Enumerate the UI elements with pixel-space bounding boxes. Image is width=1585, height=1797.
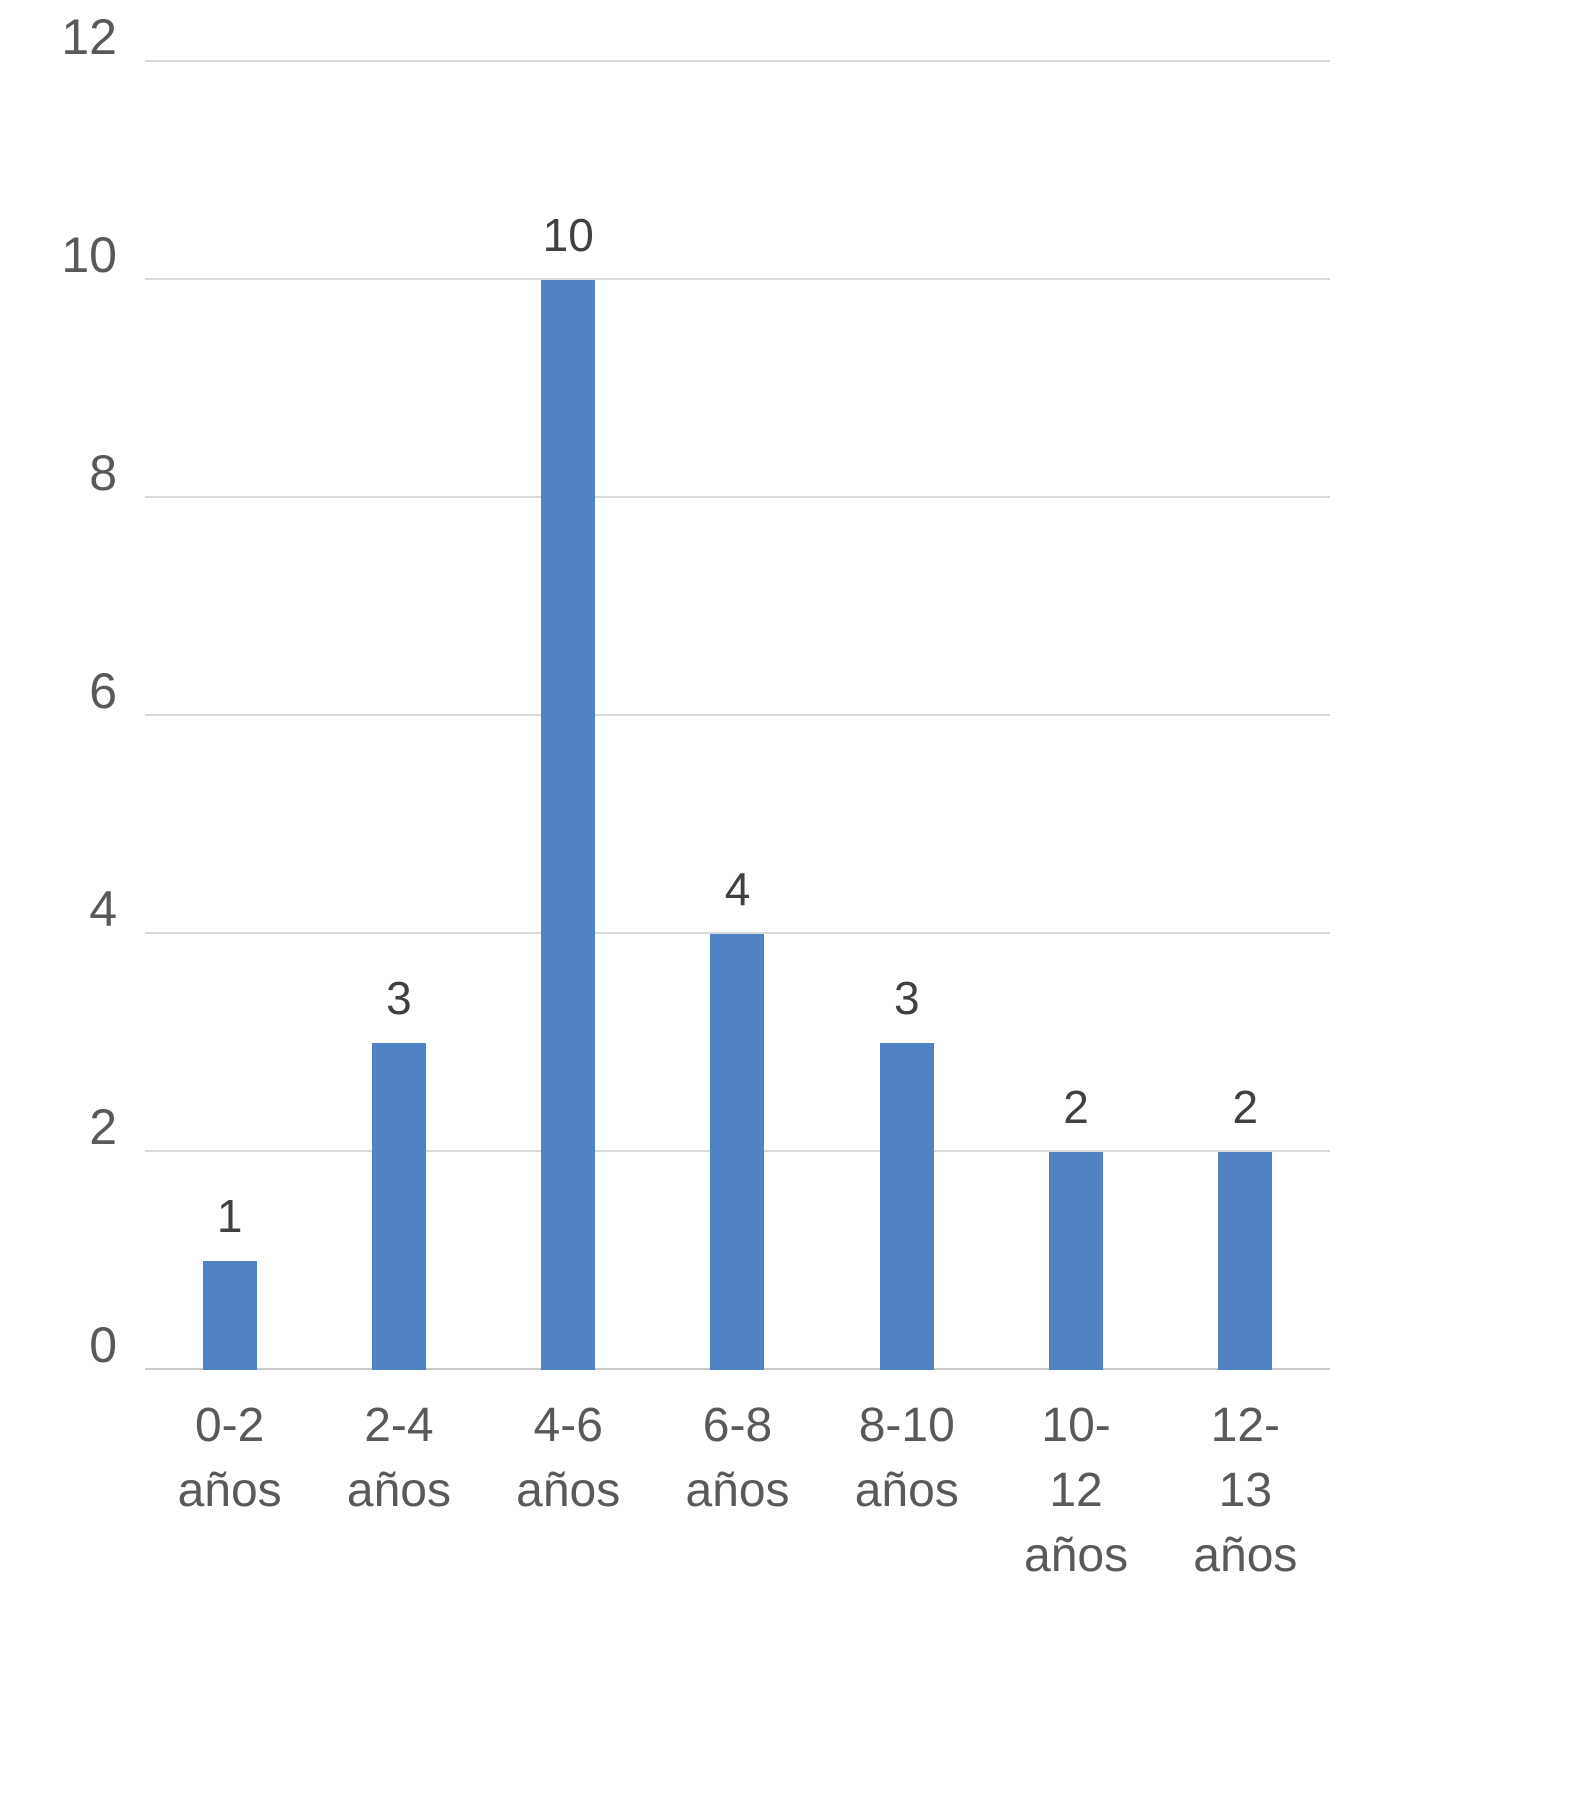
gridline-y-6 [145,714,1330,716]
bar-group: 3 2-4 años [314,62,483,1517]
y-axis-tick-label: 10 [61,227,117,283]
y-axis-tick-label: 12 [61,9,117,65]
x-axis-tick-label: 6-8 años [685,1399,790,1517]
bar [371,1043,426,1370]
y-axis-tick-label: 8 [89,445,117,502]
bar [1049,1152,1104,1370]
bar-group: 2 12-13 años [1161,62,1330,1582]
y-axis-tick-label: 2 [89,1099,117,1156]
plot-area: 0 2 4 6 8 10 12 1 0-2 años 3 2-4 años 10 4-6 años 4 6-… [61,12,1330,1582]
bar-value-label: 1 [216,1190,243,1242]
bar-group: 10 4-6 años [484,62,653,1517]
bar-value-label: 10 [542,209,594,261]
bar-group: 4 6-8 años [653,62,822,1517]
bar [879,1043,934,1370]
y-axis-tick-label: 0 [89,1317,117,1373]
bar-group: 3 8-10 años [822,62,991,1517]
y-axis-tick-label: 6 [89,663,117,719]
bar-value-label: 3 [386,972,412,1024]
x-axis-tick-label: 2-4 años [346,1399,451,1517]
x-axis-tick-label: 12-13 años [1193,1399,1298,1582]
x-axis-tick-label: 4-6 años [516,1399,621,1517]
bar-value-label: 3 [893,972,920,1024]
gridline-y-8 [145,496,1330,498]
x-axis-tick-label: 0-2 años [177,1399,282,1517]
gridline-y-12 [145,60,1330,62]
bar [710,934,765,1370]
bar [202,1261,257,1370]
x-axis-tick-label: 8-10 años [854,1399,959,1517]
bar [1218,1152,1273,1370]
gridline-y-4 [145,932,1330,934]
bar-value-label: 2 [1232,1081,1259,1134]
bar-group: 1 0-2 años [145,62,314,1517]
gridline-y-10 [145,278,1330,280]
bar-value-label: 4 [724,863,751,916]
y-axis-tick-label: 4 [89,881,117,938]
bar-value-label: 2 [1063,1081,1089,1134]
x-axis-tick-label: 10-12 años [1024,1399,1129,1582]
bar [541,280,596,1370]
bar-group: 2 10-12 años [991,62,1160,1582]
